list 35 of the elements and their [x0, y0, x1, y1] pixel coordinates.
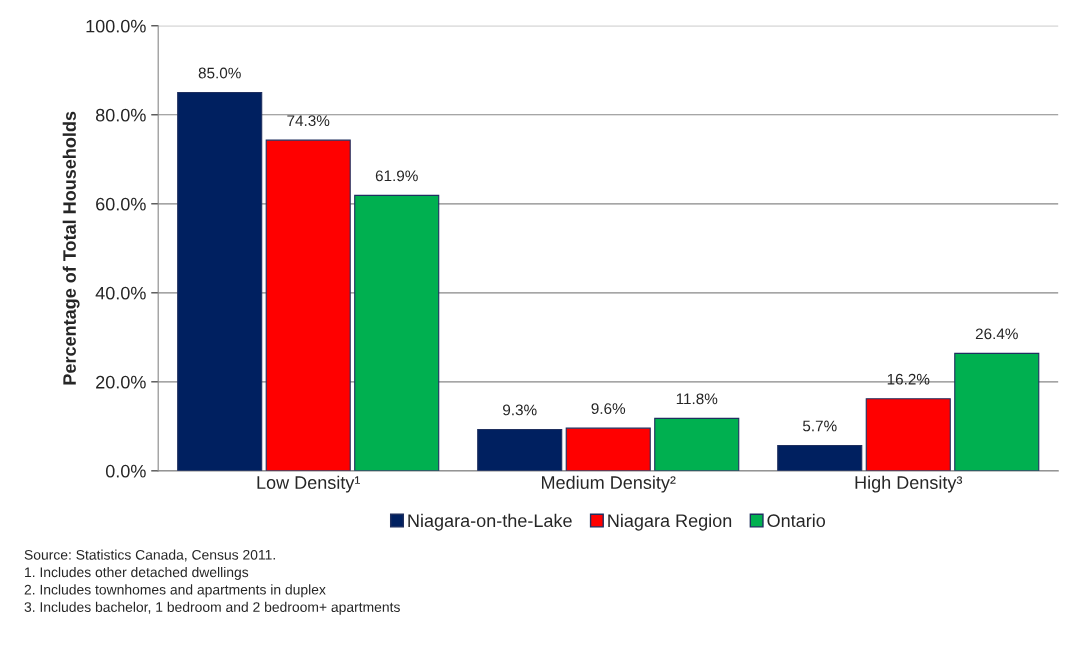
data-label: 9.3%	[503, 404, 537, 416]
data-label: 74.3%	[287, 115, 330, 127]
data-label: 5.7%	[802, 420, 837, 432]
bar	[654, 417, 740, 471]
bar	[954, 352, 1040, 471]
data-label: 9.6%	[591, 403, 626, 414]
bar	[177, 92, 263, 471]
y-tick-label: 80.0%	[95, 108, 146, 122]
data-label: 26.4%	[975, 328, 1018, 340]
bar	[865, 398, 951, 471]
data-label: 16.2%	[887, 373, 930, 385]
legend-label: Niagara Region	[608, 513, 732, 531]
y-axis-title: Percentage of Total Households	[62, 111, 80, 385]
text: 1. Includes other detached dwellings	[25, 566, 249, 580]
data-label: 11.8%	[676, 393, 718, 405]
source-note: Source: Statistics Canada, Census 2011.	[24, 549, 275, 562]
data-label: 61.9%	[375, 170, 418, 182]
bar	[565, 427, 651, 471]
bar	[777, 444, 863, 471]
legend-label: Ontario	[767, 513, 826, 528]
text: 2. Includes townhomes and apartments in duplex	[24, 584, 326, 598]
y-tick-label: 60.0%	[96, 197, 146, 211]
data-label: 85.0%	[198, 67, 241, 79]
bar	[265, 139, 351, 471]
y-tick-label: 0.0%	[105, 464, 146, 478]
bar	[354, 194, 440, 471]
x-tick-label: Low Density¹	[257, 475, 360, 493]
y-tick-label: 40.0%	[95, 286, 146, 300]
x-tick-label: Medium Density²	[541, 475, 676, 493]
y-tick-label: 100.0%	[86, 19, 146, 33]
bar	[477, 428, 563, 471]
text: 3. Includes bachelor, 1 bedroom and 2 bedroom+ apartments	[24, 601, 400, 615]
legend-label: Niagara-on-the-Lake	[408, 513, 572, 531]
x-tick-label: High Density³	[855, 475, 963, 493]
y-tick-label: 20.0%	[96, 375, 146, 389]
